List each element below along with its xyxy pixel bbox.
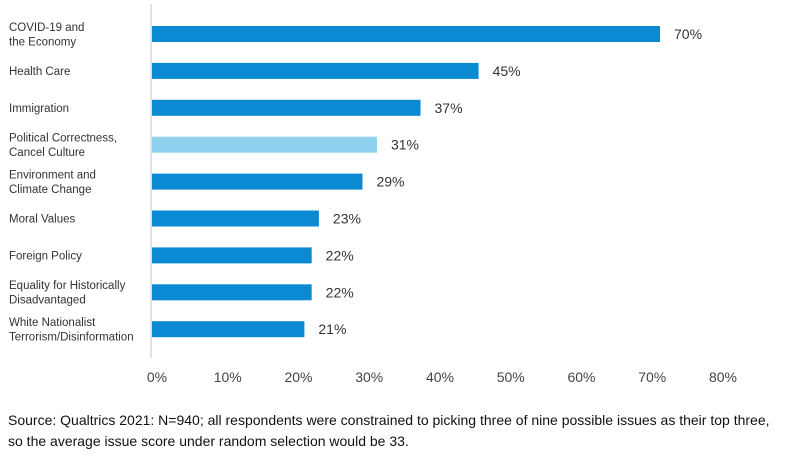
bar-1	[152, 62, 479, 79]
category-label-0: COVID-19 and the Economy	[9, 22, 84, 49]
category-labels-group: COVID-19 and the Economy Health Care Immigr…	[9, 22, 134, 344]
category-label-5: Moral Values	[9, 214, 76, 226]
x-tick-label-3: 30%	[355, 369, 383, 385]
value-label-2: 37%	[435, 100, 463, 116]
bar-4	[152, 173, 363, 190]
value-label-5: 23%	[333, 211, 361, 227]
bar-3	[152, 136, 377, 153]
category-label-7: Equality for Historically Disadvantaged	[9, 280, 126, 307]
value-label-8: 21%	[318, 321, 346, 337]
value-label-1: 45%	[493, 63, 521, 79]
x-tick-label-2: 20%	[284, 369, 312, 385]
category-label-4: Environment and Climate Change	[9, 169, 96, 196]
bar-0	[152, 26, 660, 42]
category-label-3: Political Correctness, Cancel Culture	[9, 132, 117, 159]
bar-7	[152, 284, 312, 301]
x-tick-label-0: 0%	[147, 369, 167, 385]
category-label-6: Foreign Policy	[9, 250, 82, 262]
value-labels-group: 70% 45% 37% 31% 29% 23% 22% 22% 21%	[318, 26, 702, 337]
x-tick-label-5: 50%	[497, 369, 525, 385]
bar-6	[152, 247, 312, 264]
source-note: Source: Qualtrics 2021: N=940; all respo…	[8, 412, 770, 449]
value-label-4: 29%	[376, 174, 404, 190]
x-tick-label-6: 60%	[567, 369, 595, 385]
bar-2	[152, 99, 421, 116]
x-tick-label-1: 10%	[214, 369, 242, 385]
value-label-6: 22%	[326, 247, 354, 263]
x-tick-label-4: 40%	[426, 369, 454, 385]
issue-priority-bar-chart: COVID-19 and the Economy Health Care Immigr…	[9, 4, 737, 385]
x-tick-label-7: 70%	[638, 369, 666, 385]
value-label-7: 22%	[326, 284, 354, 300]
value-label-0: 70%	[674, 26, 702, 42]
value-label-3: 31%	[391, 137, 419, 153]
x-tick-label-8: 80%	[709, 369, 737, 385]
x-tick-labels-group: 0% 10% 20% 30% 40% 50% 60% 70% 80%	[147, 369, 737, 385]
bar-8	[152, 321, 305, 338]
category-label-2: Immigration	[9, 103, 69, 115]
bars-group	[152, 26, 660, 338]
bar-5	[152, 210, 319, 227]
category-label-8: White Nationalist Terrorism/Disinformatio…	[9, 317, 134, 344]
category-label-1: Health Care	[9, 66, 70, 78]
